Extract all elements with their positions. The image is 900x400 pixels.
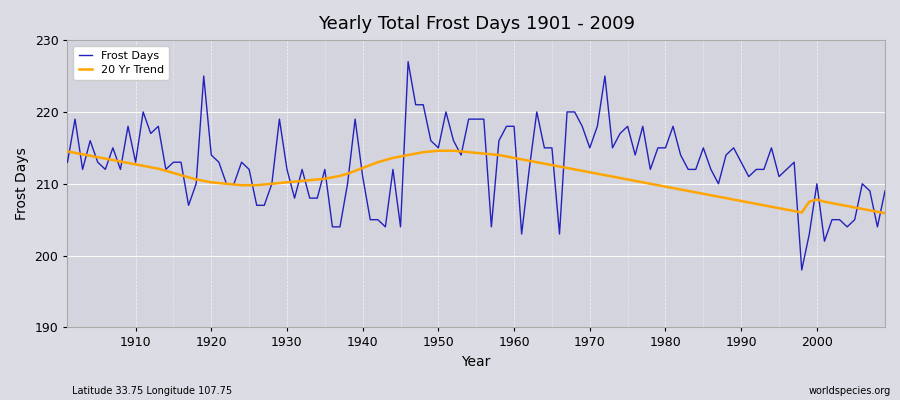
20 Yr Trend [335, 174, 346, 178]
20 Yr Trend [608, 174, 618, 179]
Legend: Frost Days, 20 Yr Trend: Frost Days, 20 Yr Trend [73, 46, 169, 80]
Text: Latitude 33.75 Longitude 107.75: Latitude 33.75 Longitude 107.75 [72, 386, 232, 396]
Line: 20 Yr Trend: 20 Yr Trend [68, 151, 885, 213]
Frost Days [335, 224, 346, 229]
Frost Days [122, 124, 133, 129]
Y-axis label: Frost Days: Frost Days [15, 147, 29, 220]
X-axis label: Year: Year [462, 355, 490, 369]
20 Yr Trend [62, 149, 73, 154]
20 Yr Trend [289, 179, 300, 184]
20 Yr Trend [122, 160, 133, 165]
Frost Days [879, 188, 890, 193]
20 Yr Trend [879, 211, 890, 216]
Line: Frost Days: Frost Days [68, 62, 885, 270]
Text: worldspecies.org: worldspecies.org [809, 386, 891, 396]
20 Yr Trend [433, 148, 444, 153]
Frost Days [508, 124, 519, 129]
20 Yr Trend [517, 157, 527, 162]
Frost Days [796, 268, 807, 272]
Frost Days [402, 59, 413, 64]
Title: Yearly Total Frost Days 1901 - 2009: Yearly Total Frost Days 1901 - 2009 [318, 15, 634, 33]
Frost Days [608, 146, 618, 150]
Frost Days [62, 160, 73, 165]
Frost Days [289, 196, 300, 200]
Frost Days [517, 232, 527, 236]
20 Yr Trend [508, 156, 519, 160]
